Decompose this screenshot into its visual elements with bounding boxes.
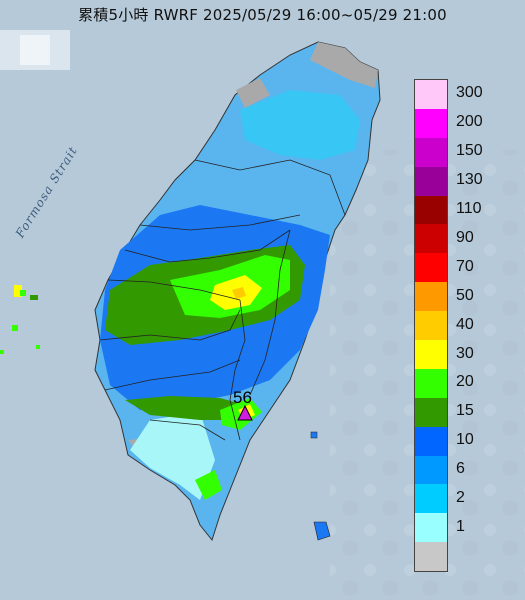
legend-label: 10	[456, 431, 474, 449]
legend-swatch	[415, 282, 447, 312]
legend-label: 20	[456, 373, 474, 391]
legend-label: 15	[456, 402, 474, 420]
legend-label: 2	[456, 489, 465, 507]
peak-value-label: 56	[233, 388, 252, 407]
legend-swatch	[415, 484, 447, 514]
county-boundaries	[99, 159, 346, 441]
legend-colorbar	[414, 79, 448, 573]
legend-swatch	[415, 455, 447, 485]
legend-swatch	[415, 542, 447, 572]
legend-swatch	[415, 80, 447, 109]
legend-swatch	[415, 195, 447, 225]
legend-swatch	[415, 397, 447, 427]
legend-label: 30	[456, 344, 474, 362]
legend-label: 1	[456, 517, 465, 535]
peak-marker-icon	[237, 404, 253, 421]
legend-swatch	[415, 166, 447, 196]
legend-swatch	[415, 253, 447, 283]
legend-label: 110	[456, 200, 482, 218]
legend-label: 150	[456, 142, 483, 160]
legend-label: 300	[456, 84, 483, 102]
legend-label: 70	[456, 257, 474, 275]
legend-label: 40	[456, 315, 474, 333]
legend-swatch	[415, 311, 447, 341]
legend-label: 130	[456, 171, 483, 189]
legend-swatch	[415, 108, 447, 138]
legend-swatch	[415, 224, 447, 254]
legend-swatch	[415, 426, 447, 456]
no-rain-north	[310, 42, 378, 88]
map-title: 累積5小時 RWRF 2025/05/29 16:00~05/29 21:00	[78, 6, 447, 24]
orchid-island	[313, 521, 331, 541]
legend-swatch	[415, 368, 447, 398]
legend-label: 90	[456, 228, 474, 246]
green-island	[310, 431, 318, 439]
penghu-islands	[0, 285, 40, 354]
legend-label: 6	[456, 460, 465, 478]
legend-swatch	[415, 513, 447, 543]
legend-label: 50	[456, 286, 474, 304]
legend-label: 200	[456, 113, 483, 131]
legend-swatch	[415, 137, 447, 167]
legend-swatch	[415, 340, 447, 369]
